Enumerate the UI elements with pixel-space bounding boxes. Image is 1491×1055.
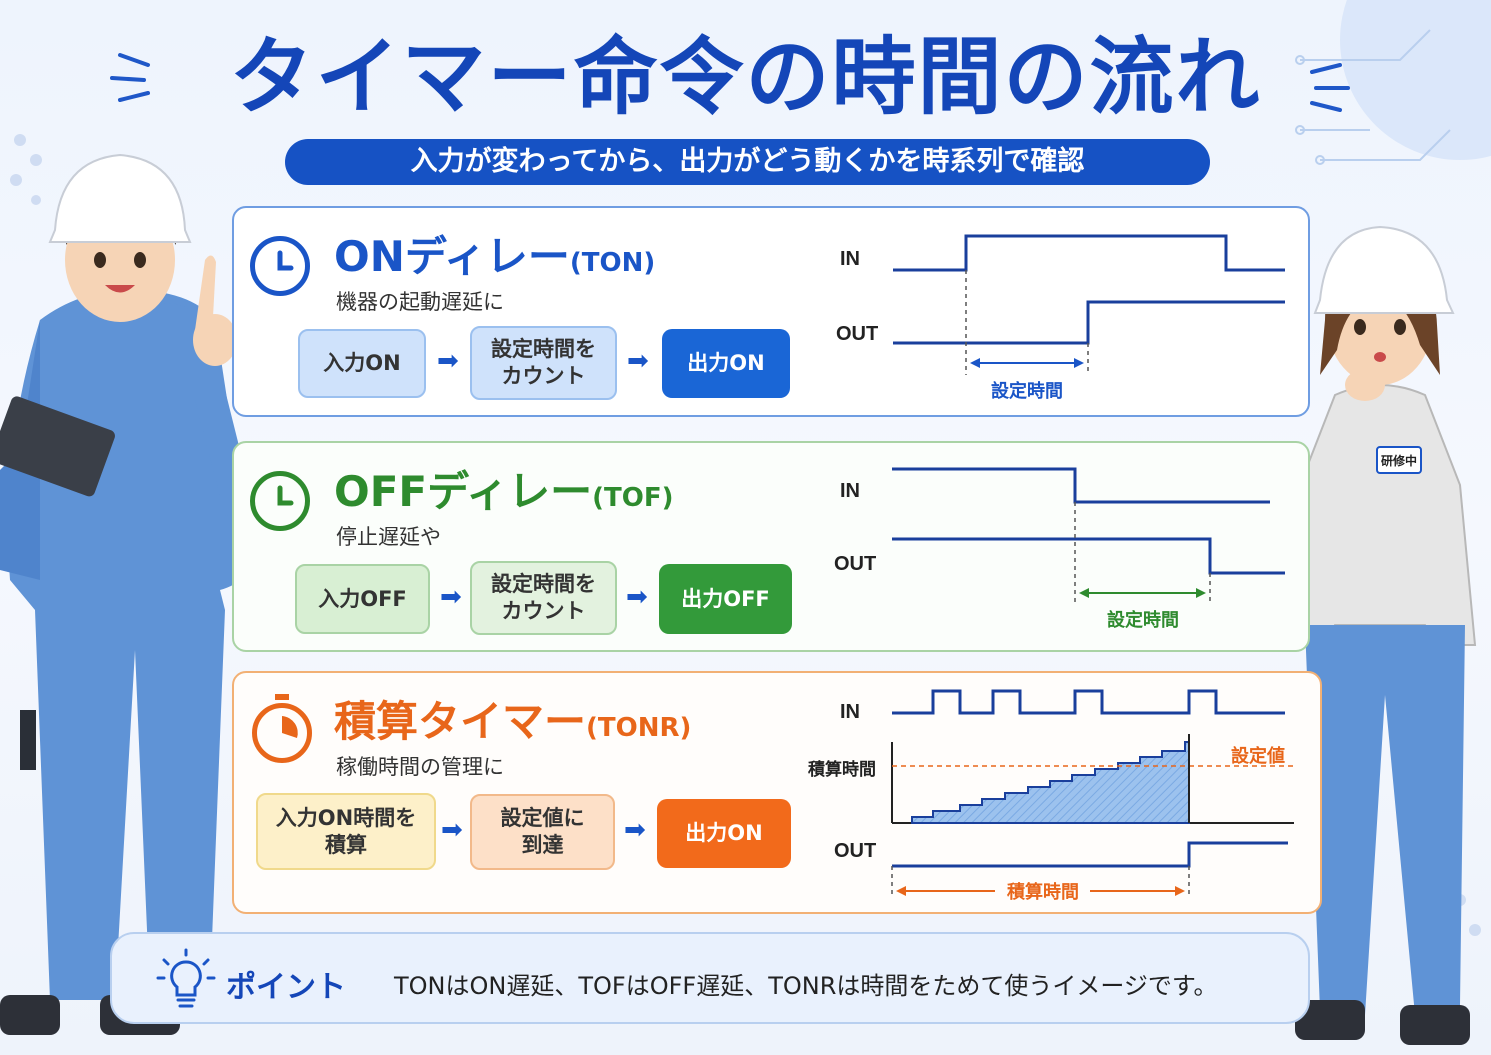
tonr-in-label: IN: [840, 701, 860, 723]
tonr-heading: 積算タイマー(TONR): [334, 697, 692, 746]
tof-heading: OFFディレー(TOF): [334, 467, 674, 516]
tonr-span-label: 積算時間: [1006, 881, 1079, 903]
tof-in-label: IN: [840, 480, 860, 502]
tonr-setpoint-label: 設定値: [1231, 745, 1285, 767]
worker-male-illustration: [0, 153, 251, 1035]
tof-description: 停止遅延や: [336, 525, 441, 549]
ton-span-label: 設定時間: [991, 380, 1063, 402]
tonr-in-signal: [892, 689, 1285, 715]
ton-step-output: 出力ON: [662, 329, 790, 398]
title-sparkles: [110, 53, 1350, 112]
ton-out-label: OUT: [836, 323, 878, 345]
page-subtitle: 入力が変わってから、出力がどう動くかを時系列で確認: [285, 139, 1210, 185]
point-text: TONはON遅延、TOFはOFF遅延、TONRは時間をためて使うイメージです。: [394, 972, 1218, 1000]
worker-female-illustration: 研修中: [1283, 225, 1477, 1045]
ton-in-signal: [893, 234, 1285, 272]
ton-step-input: 入力ON: [298, 329, 426, 398]
tof-span-label: 設定時間: [1107, 609, 1179, 631]
arrow-right-icon: ➡: [627, 346, 649, 376]
ton-step-count: 設定時間を カウント: [470, 326, 617, 400]
lightbulb-icon: [156, 948, 216, 1008]
tonr-accumulated-area: [911, 734, 1190, 824]
arrow-right-icon: ➡: [441, 815, 463, 845]
stopwatch-icon: [252, 694, 312, 763]
tonr-out-label: OUT: [834, 840, 876, 862]
ton-heading: ONディレー(TON): [334, 232, 656, 281]
arrow-right-icon: ➡: [437, 346, 459, 376]
tof-in-signal: [892, 467, 1270, 504]
ton-out-signal: [893, 300, 1285, 345]
ton-in-label: IN: [840, 248, 860, 270]
tonr-description: 稼働時間の管理に: [336, 755, 504, 779]
tof-out-label: OUT: [834, 553, 876, 575]
clock-icon: [250, 471, 310, 531]
arrow-right-icon: ➡: [626, 582, 648, 612]
ton-timing-chart: IN OUT 設定時間: [836, 234, 1285, 402]
tof-out-signal: [892, 537, 1285, 575]
point-box: ポイント TONはON遅延、TOFはOFF遅延、TONRは時間をためて使うイメー…: [110, 932, 1310, 1024]
tonr-step-reach: 設定値に 到達: [470, 794, 615, 870]
tonr-step-accumulate: 入力ON時間を 積算: [256, 793, 436, 870]
clock-icon: [250, 236, 310, 296]
tonr-timing-chart: IN 積算時間 設定値 OUT 積算時間: [808, 689, 1294, 903]
page-title: タイマー命令の時間の流れ: [229, 28, 1262, 126]
point-label: ポイント: [226, 970, 346, 1005]
arrow-right-icon: ➡: [440, 582, 462, 612]
tonr-out-signal: [892, 841, 1288, 868]
tof-step-count: 設定時間を カウント: [470, 561, 617, 635]
ton-description: 機器の起動遅延に: [336, 290, 504, 314]
arrow-right-icon: ➡: [624, 815, 646, 845]
tonr-acc-label: 積算時間: [808, 759, 876, 780]
trainee-badge-text: 研修中: [1381, 453, 1417, 468]
tonr-step-output: 出力ON: [657, 799, 791, 868]
tof-step-input: 入力OFF: [295, 564, 430, 634]
tof-step-output: 出力OFF: [659, 564, 792, 634]
tof-timing-chart: IN OUT 設定時間: [834, 467, 1285, 631]
